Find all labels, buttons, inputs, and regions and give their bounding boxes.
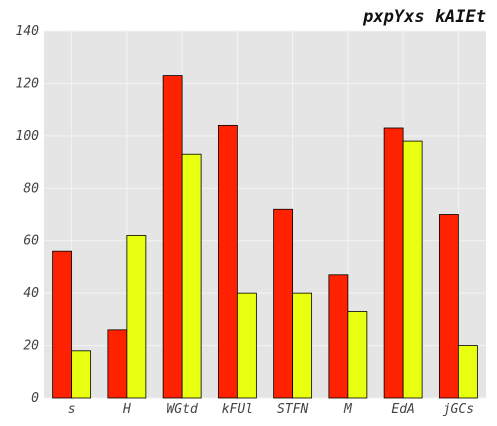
bar-series-1-M [328, 274, 349, 399]
bar-series-1-EdA [383, 127, 404, 399]
bar-series-2-EdA [402, 140, 423, 399]
bar-series-2-jGCs [457, 345, 478, 399]
y-tick-label: 20 [23, 339, 39, 354]
x-tick-label: WGtd [166, 402, 197, 417]
y-tick-label: 0 [31, 391, 39, 406]
x-tick-label: kFUl [222, 402, 253, 417]
bar-series-1-STFN [273, 208, 294, 399]
bar-series-2-kFUl [236, 292, 257, 399]
bar-series-1-kFUl [217, 124, 238, 399]
y-tick-label: 80 [23, 181, 39, 196]
bar-series-1-jGCs [438, 214, 459, 399]
y-tick-label: 60 [23, 234, 39, 249]
bar-series-2-H [126, 235, 147, 399]
y-tick-label: 40 [23, 286, 39, 301]
x-tick-label: H [122, 402, 131, 417]
x-axis-ticks: s H WGtd kFUl STFN M EdA jGCs [68, 402, 474, 417]
bar-series-2-WGtd [181, 153, 202, 399]
y-tick-label: 140 [16, 24, 40, 39]
y-axis-ticks: 0 20 40 60 80 100 120 140 [16, 24, 40, 406]
bar-series-1-H [107, 329, 128, 399]
bar-series-2-STFN [292, 292, 313, 399]
x-tick-label: M [343, 402, 353, 417]
y-tick-label: 100 [16, 129, 40, 144]
x-tick-label: s [68, 402, 76, 417]
bar-series-1-s [52, 250, 73, 399]
bars [52, 75, 478, 399]
bar-series-2-s [71, 350, 92, 399]
x-tick-label: STFN [277, 402, 308, 417]
x-tick-label: EdA [391, 402, 414, 417]
chart-title: pxpYxs kAIEt [362, 7, 486, 27]
x-tick-label: jGCs [443, 402, 474, 417]
bar-series-1-WGtd [162, 75, 183, 399]
y-tick-label: 120 [16, 76, 40, 91]
bar-series-2-M [347, 311, 368, 399]
